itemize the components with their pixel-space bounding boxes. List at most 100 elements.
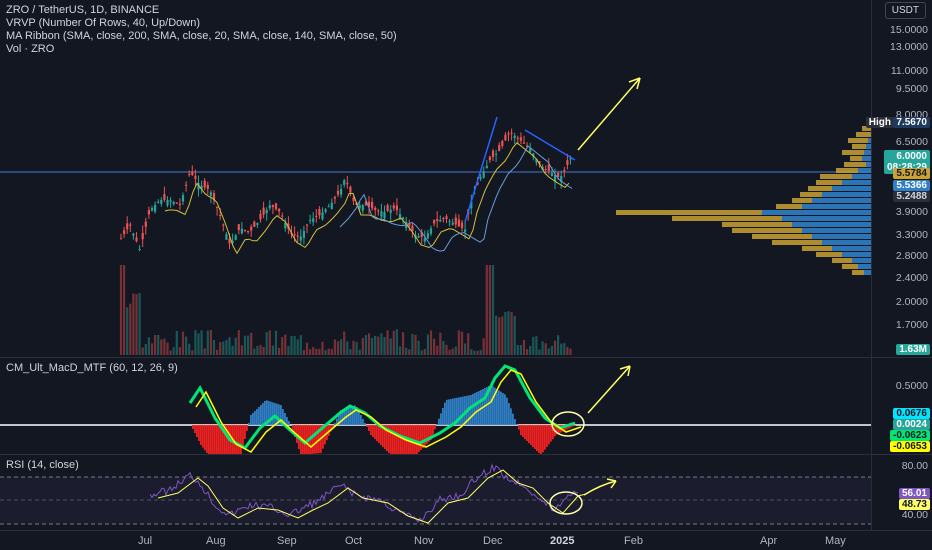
- macd-histogram-bar: [460, 397, 462, 425]
- volume-profile-bar: [844, 162, 866, 167]
- pane-separator[interactable]: [0, 357, 932, 358]
- macd-histogram-bar: [268, 401, 270, 425]
- macd-histogram-bar: [248, 423, 250, 425]
- volume-profile-bar: [862, 126, 872, 131]
- main-chart-pane[interactable]: ZRO / TetherUS, 1D, BINANCE VRVP (Number…: [0, 0, 872, 357]
- vrvp-legend[interactable]: VRVP (Number Of Rows, 40, Up/Down): [6, 17, 200, 29]
- macd-histogram-bar: [352, 406, 354, 425]
- volume-bar: [566, 346, 569, 355]
- volume-profile-bar: [792, 198, 812, 203]
- candle-body: [377, 210, 380, 212]
- volume-bar: [135, 294, 138, 355]
- candle-body: [327, 206, 330, 208]
- macd-histogram-bar: [200, 425, 202, 445]
- price-tick: 1.7000: [895, 319, 928, 331]
- ma-badge-2: 5.5366: [893, 180, 930, 191]
- candle-body: [209, 192, 212, 196]
- volume-bar: [451, 348, 454, 355]
- volume-bar: [544, 343, 547, 355]
- volume-profile-bar: [850, 156, 862, 161]
- forecast-arrow: [583, 480, 617, 496]
- macd-histogram-bar: [472, 394, 474, 425]
- volume-bar: [200, 330, 203, 355]
- macd-histogram-bar: [440, 413, 442, 425]
- candle-body: [299, 236, 302, 241]
- rsi-chart[interactable]: [0, 455, 872, 530]
- candle-body: [367, 201, 371, 207]
- rsi-pane[interactable]: RSI (14, close): [0, 455, 872, 530]
- countdown-value: 08:28:29: [887, 162, 927, 173]
- volume-legend[interactable]: Vol · ZRO: [6, 43, 55, 55]
- macd-histogram-bar: [284, 413, 286, 425]
- macd-badge-1: 0.0676: [893, 408, 930, 419]
- macd-histogram-bar: [218, 425, 220, 454]
- time-label-dec: Dec: [483, 535, 503, 547]
- macd-histogram-bar: [436, 424, 438, 425]
- volume-bar: [312, 346, 315, 355]
- candle-body: [488, 156, 491, 161]
- macd-histogram-bar: [528, 425, 530, 443]
- volume-bar: [157, 334, 160, 355]
- pane-separator[interactable]: [0, 454, 932, 455]
- macd-histogram-bar: [424, 425, 426, 446]
- macd-histogram-bar: [312, 425, 314, 454]
- rsi-legend[interactable]: RSI (14, close): [6, 459, 79, 471]
- macd-histogram-bar: [246, 425, 248, 431]
- volume-bar: [510, 312, 513, 355]
- volume-bar: [516, 344, 519, 355]
- candle-body: [426, 233, 429, 239]
- volume-profile-bar: [752, 234, 812, 239]
- volume-profile-bar: [776, 204, 802, 209]
- macd-pane[interactable]: CM_Ult_MacD_MTF (60, 12, 26, 9): [0, 358, 872, 454]
- macd-histogram-bar: [226, 425, 228, 454]
- volume-bar: [346, 341, 349, 355]
- macd-histogram-bar: [456, 397, 458, 425]
- macd-histogram-bar: [282, 409, 284, 425]
- price-tick: 3.3000: [895, 229, 928, 241]
- candle-body: [274, 203, 278, 210]
- candle-body: [284, 222, 287, 229]
- candle-body: [429, 228, 433, 234]
- macd-histogram-bar: [340, 410, 342, 425]
- macd-histogram-bar: [244, 425, 246, 439]
- volume-bar: [507, 311, 510, 355]
- macd-histogram-bar: [394, 425, 396, 454]
- macd-histogram-bar: [222, 425, 224, 454]
- volume-bar: [532, 336, 535, 355]
- macd-histogram-bar: [534, 425, 536, 449]
- signal-line: [195, 369, 582, 453]
- macd-chart[interactable]: [0, 358, 872, 454]
- volume-bar: [302, 349, 305, 355]
- volume-bar: [519, 344, 522, 355]
- macd-histogram-bar: [508, 403, 510, 425]
- candle-body: [364, 201, 367, 206]
- symbol-title[interactable]: ZRO / TetherUS, 1D, BINANCE: [6, 4, 160, 16]
- candle-body: [374, 207, 377, 211]
- candle-body: [222, 224, 225, 226]
- candle-body: [485, 165, 488, 169]
- volume-bar: [467, 333, 470, 355]
- macd-histogram-bar: [286, 417, 288, 425]
- price-chart[interactable]: [0, 0, 872, 357]
- macd-histogram-bar: [192, 425, 194, 429]
- rsi-ma-line: [157, 469, 587, 524]
- volume-profile-bar: [802, 246, 832, 251]
- macd-legend[interactable]: CM_Ult_MacD_MTF (60, 12, 26, 9): [6, 362, 178, 374]
- macd-histogram-bar: [236, 425, 238, 454]
- macd-histogram-bar: [358, 411, 360, 425]
- time-axis-separator: [0, 530, 932, 531]
- time-label-2025: 2025: [550, 535, 575, 547]
- volume-bar: [324, 350, 327, 355]
- macd-histogram-bar: [250, 415, 252, 425]
- volume-bar: [352, 340, 355, 355]
- macd-histogram-bar: [366, 425, 368, 427]
- macd-histogram-bar: [376, 425, 378, 441]
- ma-ribbon-legend[interactable]: MA Ribbon (SMA, close, 200, SMA, close, …: [6, 30, 397, 42]
- macd-histogram-bar: [332, 425, 334, 428]
- currency-button[interactable]: USDT: [884, 2, 926, 19]
- volume-bar: [123, 265, 126, 355]
- price-tick: 11.0000: [890, 65, 928, 77]
- rsi-tick-80: 80.00: [901, 460, 928, 472]
- volume-bar: [420, 350, 423, 355]
- candle-body: [420, 231, 423, 238]
